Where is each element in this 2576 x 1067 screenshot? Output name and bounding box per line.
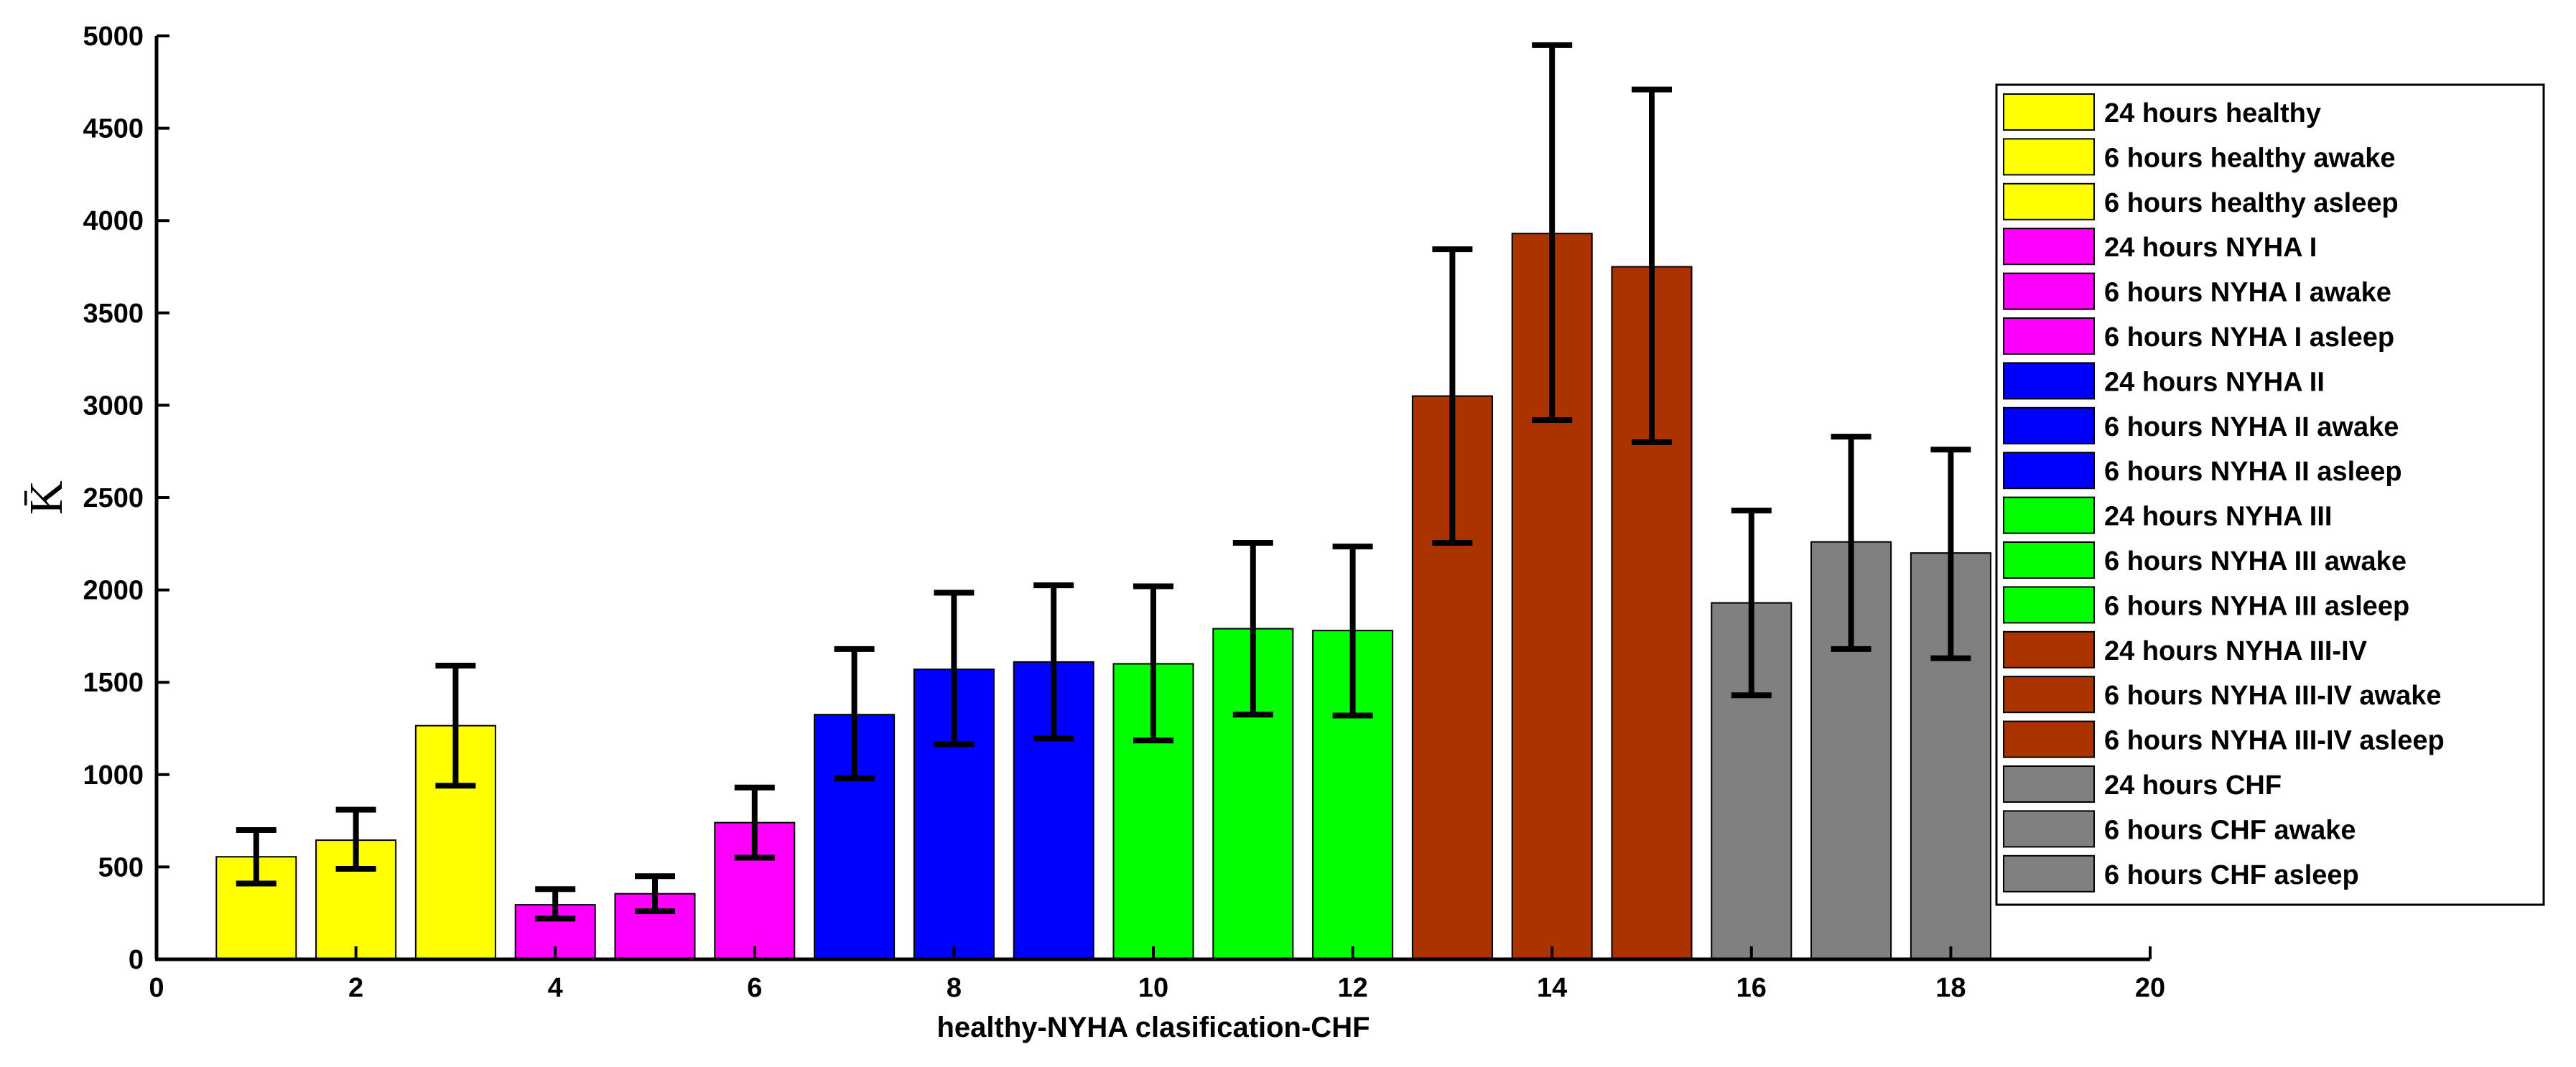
legend-swatch-11 xyxy=(2003,541,2095,579)
x-tick-label-6: 12 xyxy=(1337,973,1367,1003)
y-tick-label-6: 3000 xyxy=(83,391,144,421)
legend-label-3: 6 hours healthy asleep xyxy=(2104,188,2399,218)
legend-swatch-4 xyxy=(2003,228,2095,266)
legend-label-13: 24 hours NYHA III-IV xyxy=(2104,636,2368,666)
legend-swatch-8 xyxy=(2003,406,2095,444)
legend-label-4: 24 hours NYHA I xyxy=(2104,233,2317,263)
y-tick-label-9: 4500 xyxy=(83,114,144,144)
legend-swatch-16 xyxy=(2003,765,2095,803)
legend-swatch-5 xyxy=(2003,272,2095,310)
x-ticks: 0 2 4 6 8 10 12 14 16 18 20 xyxy=(149,946,2165,1003)
legend-swatch-2 xyxy=(2003,138,2095,176)
legend-label-15: 6 hours NYHA III-IV asleep xyxy=(2104,726,2445,756)
legend-label-11: 6 hours NYHA III awake xyxy=(2104,546,2407,577)
legend-swatch-3 xyxy=(2003,182,2095,220)
legend-swatch-9 xyxy=(2003,452,2095,490)
legend-label-14: 6 hours NYHA III-IV awake xyxy=(2104,681,2442,711)
legend-swatch-10 xyxy=(2003,496,2095,534)
legend-label-8: 6 hours NYHA II awake xyxy=(2104,412,2399,442)
legend-swatch-7 xyxy=(2003,362,2095,400)
legend-swatch-12 xyxy=(2003,586,2095,624)
legend-swatch-18 xyxy=(2003,854,2095,893)
y-tick-label-0: 0 xyxy=(129,945,144,975)
x-tick-label-8: 16 xyxy=(1736,973,1767,1003)
legend-label-7: 24 hours NYHA II xyxy=(2104,367,2325,397)
legend-label-6: 6 hours NYHA I asleep xyxy=(2104,322,2394,353)
x-tick-label-10: 20 xyxy=(2135,973,2165,1003)
y-ticks: 0 500 1000 1500 2000 2500 3000 3500 4000 4500 5000 xyxy=(83,22,169,975)
x-tick-label-0: 0 xyxy=(149,973,164,1003)
legend-swatch-1 xyxy=(2003,93,2095,131)
y-tick-label-5: 2500 xyxy=(83,483,144,513)
legend-swatch-14 xyxy=(2003,676,2095,714)
x-tick-label-1: 2 xyxy=(348,973,363,1003)
y-tick-label-7: 3500 xyxy=(83,299,144,329)
y-axis-label: K̄ xyxy=(20,480,73,515)
legend-label-18: 6 hours CHF asleep xyxy=(2104,860,2359,890)
legend: 24 hours healthy 6 hours healthy awake 6 h… xyxy=(1995,83,2545,906)
legend-label-10: 24 hours NYHA III xyxy=(2104,502,2332,532)
y-tick-label-10: 5000 xyxy=(83,22,144,52)
legend-label-1: 24 hours healthy xyxy=(2104,98,2321,129)
x-tick-label-9: 18 xyxy=(1935,973,1966,1003)
y-tick-label-1: 500 xyxy=(98,852,144,882)
legend-swatch-17 xyxy=(2003,810,2095,848)
y-tick-label-8: 4000 xyxy=(83,206,144,236)
errorbars-layer xyxy=(236,42,1971,922)
legend-label-17: 6 hours CHF awake xyxy=(2104,815,2356,845)
x-axis-label: healthy-NYHA clasification-CHF xyxy=(936,1012,1370,1043)
legend-label-5: 6 hours NYHA I awake xyxy=(2104,278,2391,308)
y-tick-label-3: 1500 xyxy=(83,668,144,698)
x-tick-label-7: 14 xyxy=(1537,973,1567,1003)
legend-label-12: 6 hours NYHA III asleep xyxy=(2104,591,2409,621)
legend-label-16: 24 hours CHF xyxy=(2104,770,2282,801)
legend-swatch-13 xyxy=(2003,630,2095,668)
x-tick-label-5: 10 xyxy=(1138,973,1168,1003)
legend-swatch-6 xyxy=(2003,317,2095,355)
x-tick-label-2: 4 xyxy=(548,973,563,1003)
legend-swatch-15 xyxy=(2003,720,2095,758)
y-tick-label-4: 2000 xyxy=(83,576,144,606)
x-tick-label-4: 8 xyxy=(947,973,962,1003)
x-tick-label-3: 6 xyxy=(747,973,762,1003)
y-tick-label-2: 1000 xyxy=(83,760,144,791)
legend-label-2: 6 hours healthy awake xyxy=(2104,143,2396,173)
legend-label-9: 6 hours NYHA II asleep xyxy=(2104,457,2402,487)
